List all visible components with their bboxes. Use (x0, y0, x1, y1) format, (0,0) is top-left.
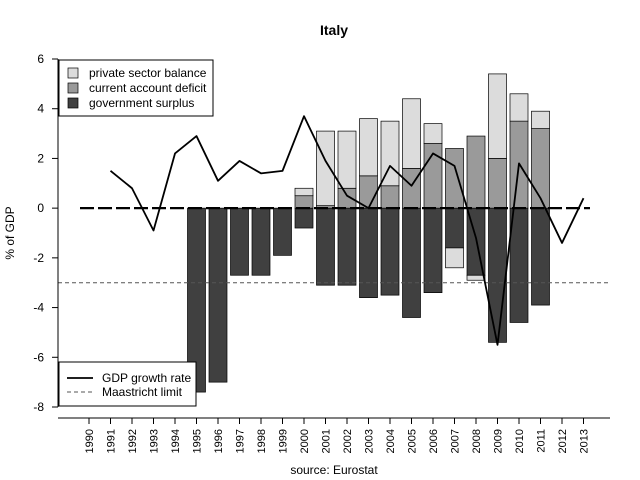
lines-layer (58, 115, 610, 346)
x-tick-label-1991: 1991 (106, 429, 118, 453)
bar-current-account-deficit-2007 (445, 148, 464, 209)
bar-current-account-deficit-2011 (531, 128, 550, 209)
bar-current-account-deficit-2005 (402, 168, 421, 209)
x-tick-label-2008: 2008 (471, 429, 483, 453)
y-tick-label-2: 2 (37, 151, 44, 165)
x-tick-label-1994: 1994 (170, 429, 182, 453)
bar-government-surplus-2005 (402, 207, 421, 318)
bar-private-sector-balance-2005 (402, 98, 421, 169)
legend-top-box (58, 59, 214, 117)
x-tick-label-2012: 2012 (557, 429, 569, 453)
bar-government-surplus-2004 (380, 207, 400, 296)
bar-current-account-deficit-2009 (488, 158, 507, 209)
x-tick-label-2005: 2005 (407, 429, 419, 453)
bar-government-surplus-1998 (251, 207, 271, 276)
legend-label-maastricht-limit: Maastricht limit (102, 385, 183, 399)
axes-layer (52, 58, 610, 424)
x-tick-label-2006: 2006 (428, 429, 440, 453)
x-tick-label-2007: 2007 (450, 429, 462, 453)
legend-swatch-government-surplus (67, 97, 79, 109)
bar-government-surplus-1996 (208, 207, 228, 383)
x-tick-label-2011: 2011 (536, 429, 548, 453)
bar-private-sector-balance-2002 (337, 130, 357, 189)
x-tick-label-2009: 2009 (493, 429, 505, 453)
legend-swatch-private-sector-balance (67, 67, 79, 79)
chart-title: Italy (320, 22, 348, 38)
x-tick-label-1990: 1990 (84, 429, 96, 453)
legend-bottom-box (58, 361, 197, 407)
y-tick-label-4: 4 (37, 102, 44, 116)
labels-layer: -8 -6 -4 -2 0 2 4 6 1990 1991 1992 1993 1994 1995 1996… (3, 22, 591, 477)
y-tick-label--8: -8 (33, 400, 44, 414)
bar-current-account-deficit-2000 (294, 195, 314, 209)
bar-private-sector-balance-2004 (380, 120, 400, 187)
x-tick-label-1997: 1997 (235, 429, 247, 453)
x-tick-label-2002: 2002 (342, 429, 354, 453)
bar-government-surplus-2011 (531, 207, 550, 306)
y-tick-label--4: -4 (33, 301, 44, 315)
x-tick-label-1996: 1996 (213, 429, 225, 453)
y-tick-label-6: 6 (37, 52, 44, 66)
legend-swatch-current-account-deficit (67, 82, 79, 94)
legend-label-private-sector-balance: private sector balance (89, 66, 207, 80)
bar-current-account-deficit-2003 (359, 175, 378, 209)
x-tick-label-1995: 1995 (192, 429, 204, 453)
bar-government-surplus-2006 (423, 207, 443, 294)
x-tick-label-1992: 1992 (127, 429, 139, 453)
bar-government-surplus-2003 (359, 207, 378, 298)
x-tick-label-1998: 1998 (256, 429, 268, 453)
bar-government-surplus-2002 (337, 207, 357, 286)
bar-current-account-deficit-2004 (380, 185, 400, 209)
bar-private-sector-balance-2006 (423, 123, 443, 144)
legend-label-gdp-growth-rate: GDP growth rate (102, 371, 191, 385)
bar-private-sector-balance-2003 (359, 118, 378, 177)
bar-government-surplus-1997 (230, 207, 249, 276)
bars-layer (187, 73, 550, 393)
bar-current-account-deficit-2002 (337, 187, 357, 209)
bar-private-sector-balance-2001 (316, 130, 335, 207)
y-tick-label--6: -6 (33, 350, 44, 364)
bar-government-surplus-2001 (316, 207, 335, 286)
x-axis-label: source: Eurostat (290, 463, 378, 477)
bar-private-sector-balance-2011 (531, 110, 550, 129)
bar-private-sector-balance-2009 (488, 73, 507, 159)
bar-private-sector-balance-2007 (445, 247, 464, 269)
x-tick-label-2013: 2013 (579, 429, 591, 453)
x-tick-label-2001: 2001 (321, 429, 333, 453)
legend-label-government-surplus: government surplus (89, 96, 194, 110)
legend-label-current-account-deficit: current account deficit (89, 81, 207, 95)
bar-private-sector-balance-2008 (466, 274, 486, 281)
y-axis-label: % of GDP (3, 206, 17, 259)
x-tick-label-2010: 2010 (514, 429, 526, 453)
y-tick-label--2: -2 (33, 251, 44, 265)
bar-government-surplus-2009 (488, 207, 507, 343)
bar-private-sector-balance-2000 (294, 187, 314, 197)
x-tick-label-2003: 2003 (364, 429, 376, 453)
bar-government-surplus-1999 (273, 207, 292, 256)
bar-government-surplus-2007 (445, 207, 464, 249)
x-tick-label-2000: 2000 (299, 429, 311, 453)
x-tick-label-2004: 2004 (385, 429, 397, 453)
x-tick-label-1993: 1993 (149, 429, 161, 453)
y-tick-label-0: 0 (37, 201, 44, 215)
bar-private-sector-balance-2010 (509, 93, 529, 122)
bar-government-surplus-2010 (509, 207, 529, 323)
bar-government-surplus-2000 (294, 207, 314, 229)
bar-current-account-deficit-2008 (466, 135, 486, 209)
x-tick-label-1999: 1999 (278, 429, 290, 453)
gdp-growth-line (109, 115, 585, 346)
